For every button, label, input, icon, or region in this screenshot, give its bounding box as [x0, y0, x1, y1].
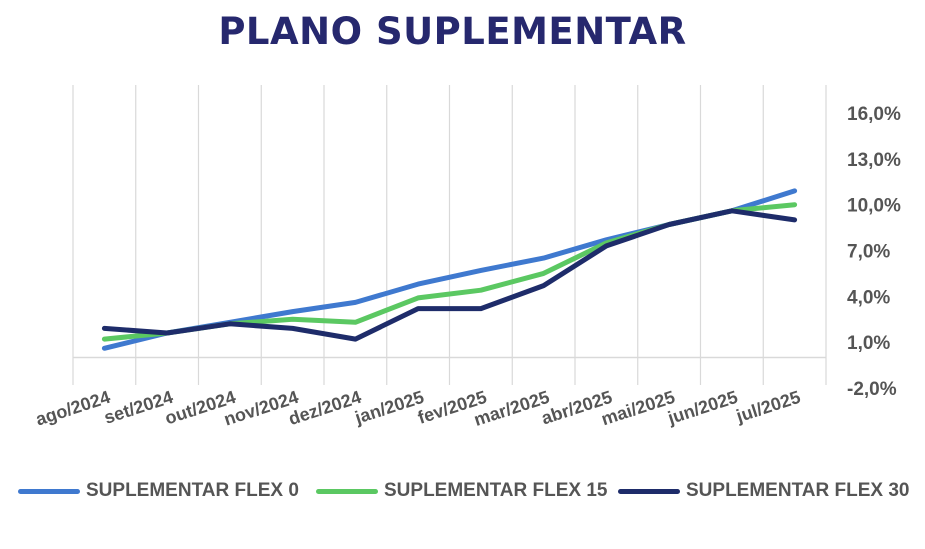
- y-tick-label: 1,0%: [847, 333, 890, 354]
- legend-item: SUPLEMENTAR FLEX 30: [618, 480, 909, 502]
- y-tick-label: 4,0%: [847, 287, 890, 308]
- x-tick-label: jun/2025: [664, 387, 740, 429]
- legend-label: SUPLEMENTAR FLEX 0: [86, 480, 299, 501]
- x-tick-label: jan/2025: [352, 387, 427, 428]
- y-axis-ticks: 16,0% 13,0% 10,0% 7,0% 4,0% 1,0% -2,0%: [847, 104, 901, 400]
- x-axis-ticks: ago/2024set/2024out/2024nov/2024dez/2024…: [33, 387, 803, 430]
- y-tick-label: 7,0%: [847, 242, 890, 263]
- legend-swatch: [316, 488, 378, 494]
- legend-swatch: [18, 488, 80, 494]
- series-line-3: [101, 208, 798, 342]
- y-tick-label: -2,0%: [847, 379, 897, 400]
- x-tick-label: jul/2025: [733, 387, 803, 427]
- y-tick-label: 13,0%: [847, 150, 901, 171]
- legend-item: SUPLEMENTAR FLEX 15: [316, 480, 607, 502]
- legend: SUPLEMENTAR FLEX 0 SUPLEMENTAR FLEX 15 SUP…: [0, 480, 925, 510]
- legend-swatch: [618, 488, 680, 494]
- x-tick-label: set/2024: [102, 387, 176, 428]
- legend-label: SUPLEMENTAR FLEX 15: [384, 480, 608, 501]
- y-tick-label: 10,0%: [847, 196, 901, 217]
- chart-title: PLANO SUPLEMENTAR: [218, 10, 687, 53]
- series-lines: [101, 188, 798, 351]
- y-tick-label: 16,0%: [847, 104, 901, 125]
- line-chart: 16,0% 13,0% 10,0% 7,0% 4,0% 1,0% -2,0% ago/202…: [33, 85, 901, 430]
- gridlines: [72, 85, 827, 385]
- legend-item: SUPLEMENTAR FLEX 0: [18, 480, 299, 502]
- legend-label: SUPLEMENTAR FLEX 30: [686, 480, 910, 501]
- x-tick-label: dez/2024: [286, 387, 364, 429]
